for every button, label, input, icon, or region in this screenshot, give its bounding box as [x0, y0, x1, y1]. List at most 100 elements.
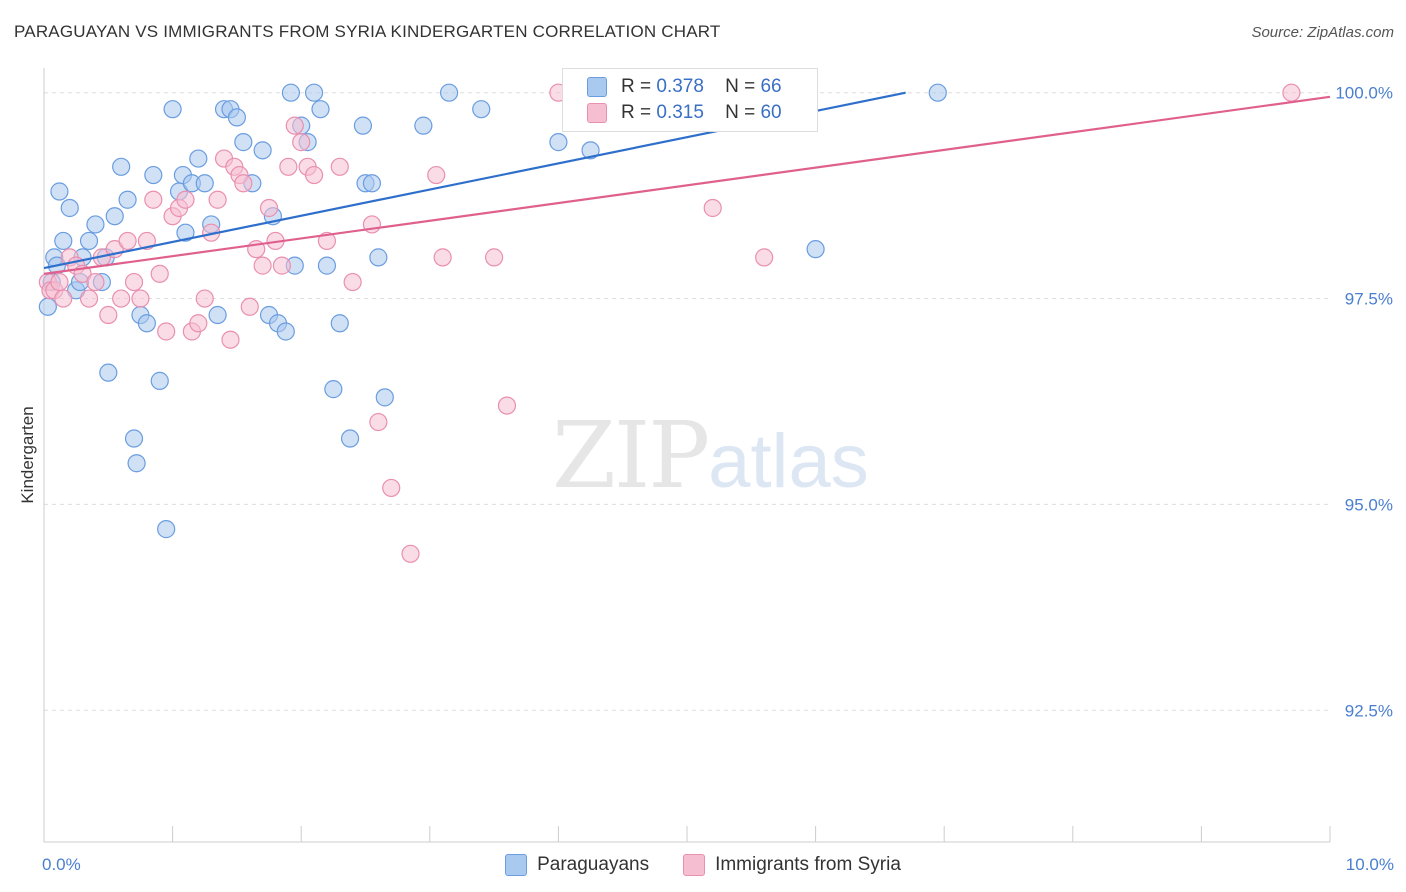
watermark-zip: ZIP: [552, 402, 710, 509]
point-paraguayans-48: [304, 83, 324, 102]
point-paraguayans-14: [99, 363, 118, 382]
series-legend: Paraguayans Immigrants from Syria: [0, 852, 1406, 878]
point-syria-44: [304, 165, 324, 185]
point-paraguayans-51: [324, 380, 343, 399]
point-syria-51: [401, 544, 420, 563]
point-paraguayans-31: [195, 174, 214, 193]
point-syria-42: [292, 133, 311, 152]
point-syria-57: [703, 198, 722, 218]
y-tick-label-3: 92.5%: [1345, 701, 1393, 720]
stats-legend-row-paraguayans: R = 0.378 N = 66: [587, 75, 782, 99]
y-tick-label-1: 97.5%: [1345, 290, 1393, 309]
point-syria-55: [497, 396, 517, 415]
legend-swatch-syria: [683, 854, 706, 876]
point-paraguayans-28: [176, 223, 195, 242]
point-syria-30: [221, 330, 240, 349]
point-syria-8: [79, 289, 99, 308]
point-paraguayans-21: [137, 314, 156, 333]
point-paraguayans-39: [253, 141, 272, 160]
point-syria-37: [259, 198, 279, 218]
point-paraguayans-44: [281, 83, 301, 102]
point-syria-58: [755, 248, 774, 267]
n-value-1: 66: [760, 76, 782, 97]
point-paraguayans-36: [227, 108, 246, 127]
point-syria-50: [382, 478, 401, 498]
point-paraguayans-58: [375, 388, 394, 407]
point-paraguayans-53: [340, 429, 360, 448]
point-syria-33: [234, 174, 253, 193]
point-syria-16: [131, 289, 150, 308]
point-syria-52: [427, 165, 446, 185]
stats-legend-swatch-pink: [587, 103, 607, 123]
point-syria-34: [240, 297, 259, 316]
watermark-atlas: atlas: [708, 419, 869, 504]
point-paraguayans-49: [311, 100, 330, 119]
trend-line-syria: [43, 95, 1331, 275]
chart-title: PARAGUAYAN VS IMMIGRANTS FROM SYRIA KIND…: [14, 22, 721, 41]
legend-label-syria: Immigrants from Syria: [715, 854, 901, 875]
point-paraguayans-57: [369, 248, 388, 267]
point-syria-9: [86, 272, 105, 292]
watermark: ZIPatlas: [552, 402, 869, 509]
point-paraguayans-65: [928, 83, 947, 102]
point-paraguayans-43: [276, 322, 295, 341]
point-syria-19: [150, 264, 169, 283]
point-paraguayans-61: [472, 100, 491, 119]
point-paraguayans-62: [549, 133, 568, 152]
point-paraguayans-19: [127, 454, 146, 473]
point-syria-13: [112, 289, 131, 308]
point-paraguayans-11: [86, 215, 105, 234]
point-syria-26: [195, 289, 214, 308]
x-tick-label-1: 10.0%: [1346, 855, 1394, 874]
point-syria-49: [369, 412, 388, 432]
point-syria-3: [50, 272, 69, 292]
n-label-1: N =: [725, 76, 756, 97]
r-value-2: 0.315: [656, 102, 704, 123]
point-paraguayans-10: [79, 231, 99, 251]
point-syria-54: [485, 248, 504, 267]
point-paraguayans-6: [60, 198, 79, 218]
point-paraguayans-60: [439, 83, 459, 102]
point-paraguayans-59: [414, 116, 433, 135]
point-paraguayans-37: [234, 133, 253, 152]
n-value-2: 60: [760, 102, 782, 123]
point-syria-39: [272, 256, 292, 275]
point-syria-46: [330, 157, 349, 176]
point-paraguayans-25: [163, 100, 182, 119]
point-syria-28: [208, 190, 227, 209]
point-paraguayans-23: [150, 371, 169, 390]
point-paraguayans-0: [38, 297, 57, 316]
y-tick-label-0: 100.0%: [1335, 84, 1393, 103]
point-paraguayans-56: [362, 174, 382, 193]
point-paraguayans-63: [581, 141, 600, 160]
y-tick-label-2: 95.0%: [1345, 495, 1393, 514]
point-paraguayans-64: [806, 240, 825, 259]
r-value-1: 0.378: [656, 76, 704, 97]
chart-source: Source: ZipAtlas.com: [1251, 24, 1394, 41]
point-paraguayans-16: [112, 157, 131, 176]
point-syria-14: [118, 231, 137, 251]
point-syria-45: [317, 231, 337, 251]
point-syria-41: [285, 116, 304, 135]
r-label-1: R =: [621, 76, 652, 97]
point-syria-40: [279, 157, 298, 176]
legend-item-syria[interactable]: Immigrants from Syria: [683, 852, 901, 878]
legend-swatch-paraguayans: [505, 854, 528, 876]
point-syria-18: [144, 190, 163, 209]
point-syria-36: [253, 256, 272, 275]
n-label-2: N =: [725, 102, 756, 123]
point-paraguayans-33: [208, 305, 227, 325]
point-syria-47: [343, 272, 362, 292]
point-syria-59: [1282, 83, 1301, 102]
point-syria-23: [176, 190, 195, 209]
point-paraguayans-22: [144, 165, 163, 185]
legend-label-paraguayans: Paraguayans: [537, 854, 650, 875]
point-paraguayans-52: [330, 314, 349, 333]
legend-item-paraguayans[interactable]: Paraguayans: [505, 852, 649, 878]
point-syria-20: [157, 322, 176, 341]
point-paraguayans-18: [124, 429, 144, 448]
point-paraguayans-17: [118, 190, 137, 209]
point-paraguayans-54: [353, 116, 373, 135]
point-syria-4: [54, 289, 73, 308]
